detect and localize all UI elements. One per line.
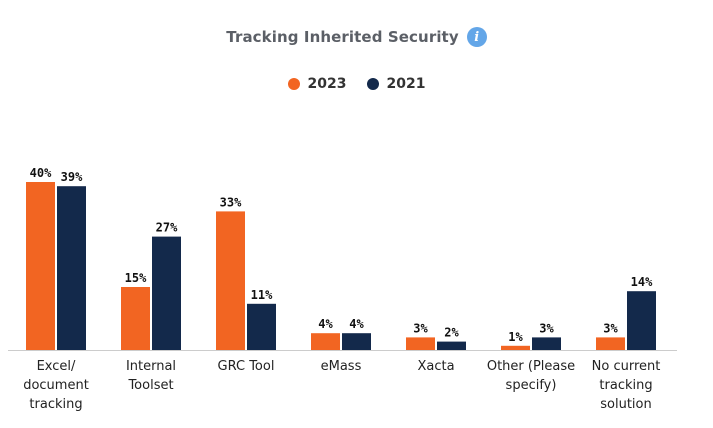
value-label-2023-2: 33% bbox=[220, 195, 242, 209]
category-label-0: Excel/document tracking bbox=[23, 359, 89, 412]
bar-2023-6[interactable] bbox=[596, 337, 625, 350]
category-label-3: eMass bbox=[321, 359, 362, 374]
category-label-1: Internal Toolset bbox=[126, 359, 176, 393]
bar-2021-2[interactable] bbox=[247, 303, 276, 350]
value-label-2021-2: 11% bbox=[251, 288, 273, 302]
value-label-2023-5: 1% bbox=[508, 330, 523, 344]
bar-2023-3[interactable] bbox=[311, 333, 340, 350]
category-label-6: No current tracking solution bbox=[592, 359, 661, 412]
bar-2023-5[interactable] bbox=[501, 345, 530, 350]
bar-2023-1[interactable] bbox=[121, 287, 150, 350]
value-label-2023-3: 4% bbox=[318, 317, 333, 331]
legend-swatch-2023 bbox=[287, 78, 300, 90]
category-label-2: GRC Tool bbox=[218, 359, 275, 374]
chart-title: Tracking Inherited Security bbox=[226, 28, 459, 46]
value-label-2023-1: 15% bbox=[125, 271, 147, 285]
category-label-line: No current bbox=[592, 359, 661, 374]
value-label-2021-6: 14% bbox=[631, 275, 653, 289]
value-label-2023-4: 3% bbox=[413, 321, 428, 335]
bar-2023-4[interactable] bbox=[406, 337, 435, 350]
category-label-line: eMass bbox=[321, 359, 362, 374]
legend-label-2021: 2021 bbox=[386, 76, 426, 92]
bar-2021-6[interactable] bbox=[627, 291, 656, 350]
legend-item-2023[interactable]: 2023 bbox=[287, 76, 347, 92]
category-label-line: specify) bbox=[506, 378, 557, 393]
bar-2021-1[interactable] bbox=[152, 236, 181, 350]
category-label-line: tracking bbox=[29, 397, 82, 412]
bar-2021-0[interactable] bbox=[57, 186, 86, 350]
value-label-2023-6: 3% bbox=[603, 321, 618, 335]
category-label-4: Xacta bbox=[417, 359, 454, 374]
legend-label-2023: 2023 bbox=[307, 76, 347, 92]
category-label-line: solution bbox=[600, 397, 651, 412]
value-label-2021-1: 27% bbox=[156, 221, 178, 235]
category-label-5: Other (Please specify) bbox=[487, 359, 575, 393]
category-label-line: tracking bbox=[599, 378, 652, 393]
bar-2023-2[interactable] bbox=[216, 211, 245, 350]
info-icon[interactable]: i bbox=[466, 27, 487, 47]
value-label-2021-0: 39% bbox=[61, 170, 83, 184]
legend-item-2021[interactable]: 2021 bbox=[366, 76, 426, 92]
value-label-2023-0: 40% bbox=[30, 166, 52, 180]
bar-2021-5[interactable] bbox=[532, 337, 561, 350]
category-label-line: Toolset bbox=[127, 378, 173, 393]
value-label-2021-4: 2% bbox=[444, 326, 459, 340]
category-label-line: GRC Tool bbox=[218, 359, 275, 374]
bar-2021-3[interactable] bbox=[342, 333, 371, 350]
bar-2021-4[interactable] bbox=[437, 341, 466, 350]
category-label-line: document bbox=[23, 378, 89, 393]
category-label-line: Internal bbox=[126, 359, 176, 374]
value-label-2021-3: 4% bbox=[349, 317, 364, 331]
category-label-line: Other (Please bbox=[487, 359, 575, 374]
bar-2023-0[interactable] bbox=[26, 182, 55, 350]
legend: 2023 2021 bbox=[0, 76, 713, 92]
chart-header: Tracking Inherited Security i bbox=[0, 27, 713, 47]
legend-swatch-2021 bbox=[366, 78, 379, 90]
category-label-line: Xacta bbox=[417, 359, 454, 374]
value-label-2021-5: 3% bbox=[539, 321, 554, 335]
category-label-line: Excel/ bbox=[37, 359, 76, 374]
